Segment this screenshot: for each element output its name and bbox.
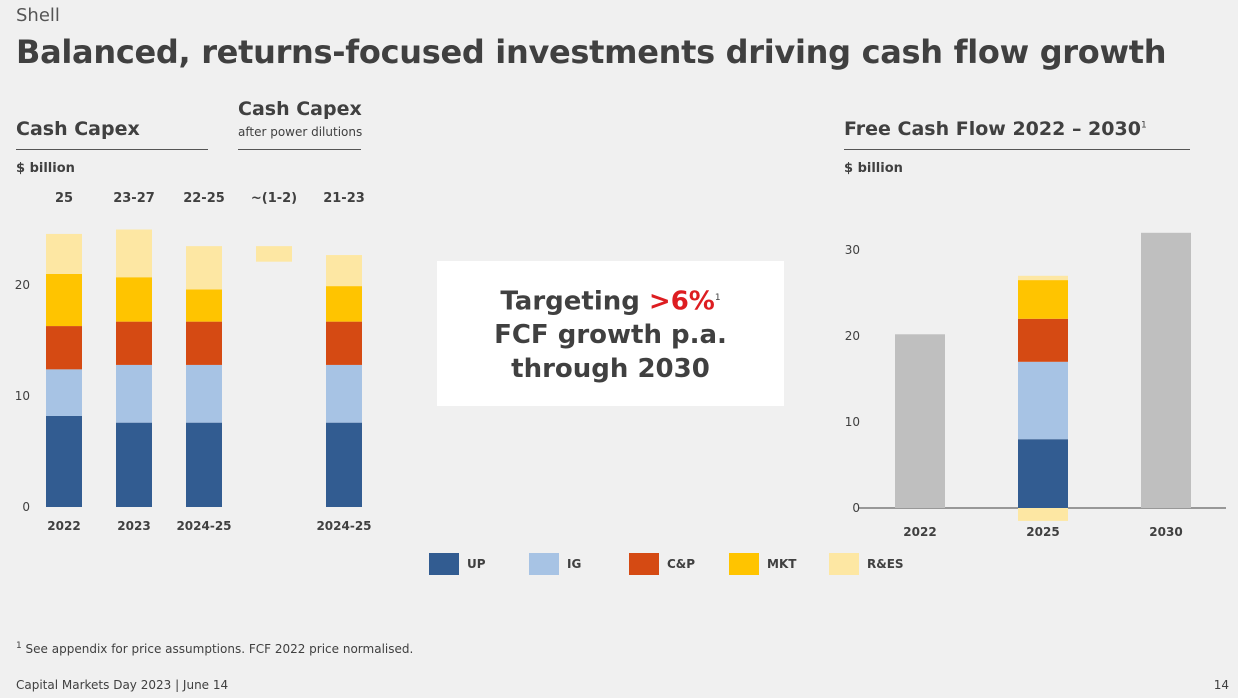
fcf-bar-total-0 bbox=[895, 334, 945, 508]
capex-bar-up-0 bbox=[46, 415, 82, 507]
legend-item-ig: IG bbox=[529, 553, 607, 575]
capex-top-label-2: 22-25 bbox=[183, 191, 225, 206]
capex-heading-rule bbox=[16, 149, 208, 150]
capex-xtick-4: 2024-25 bbox=[316, 519, 371, 533]
fcf-bar-r-es-1 bbox=[1018, 275, 1068, 281]
capex-bar-r-es-2 bbox=[186, 246, 222, 290]
capex-xtick-0: 2022 bbox=[47, 519, 80, 533]
capex-top-label-4: 21-23 bbox=[323, 191, 365, 206]
fcf-ytick-10: 10 bbox=[845, 415, 860, 429]
fcf-xtick-1: 2025 bbox=[1026, 525, 1059, 539]
footnote: 1 See appendix for price assumptions. FC… bbox=[16, 641, 413, 656]
callout-line-2: FCF growth p.a. bbox=[494, 320, 727, 351]
fcf-bar-ig-1 bbox=[1018, 361, 1068, 440]
capex-xtick-1: 2023 bbox=[117, 519, 150, 533]
callout-line-1: Targeting >6%1 bbox=[500, 281, 720, 319]
fcf-heading-rule bbox=[844, 149, 1190, 150]
capex-bar-up-2 bbox=[186, 422, 222, 507]
capex-bar-r-es-4 bbox=[326, 255, 362, 287]
legend-item-res: R&ES bbox=[829, 553, 907, 575]
fcf-xtick-0: 2022 bbox=[903, 525, 936, 539]
capex-unit: $ billion bbox=[16, 161, 75, 176]
legend-item-up: UP bbox=[429, 553, 507, 575]
legend-label-up: UP bbox=[467, 557, 486, 571]
capex-bar-ig-2 bbox=[186, 364, 222, 423]
capex-bar-c-p-0 bbox=[46, 326, 82, 370]
legend-label-ig: IG bbox=[567, 557, 582, 571]
fcf-ytick-0: 0 bbox=[852, 501, 860, 515]
capex-bar-r-es-0 bbox=[46, 233, 82, 274]
capex-top-label-1: 23-27 bbox=[113, 191, 155, 206]
footnote-text: See appendix for price assumptions. FCF … bbox=[21, 642, 414, 656]
callout-line-3: through 2030 bbox=[511, 354, 710, 385]
callout-sup: 1 bbox=[714, 292, 721, 303]
capex-bar-up-4 bbox=[326, 422, 362, 507]
brand-label: Shell bbox=[16, 5, 60, 26]
capex-bar-ig-4 bbox=[326, 364, 362, 423]
legend-swatch-up bbox=[429, 553, 459, 575]
legend-swatch-ig bbox=[529, 553, 559, 575]
legend-swatch-mkt bbox=[729, 553, 759, 575]
capex-bar-c-p-1 bbox=[116, 321, 152, 365]
capex-bar-c-p-2 bbox=[186, 321, 222, 365]
page-number: 14 bbox=[1213, 678, 1229, 692]
capex-ytick-0: 0 bbox=[22, 500, 30, 514]
capex-dilution-subheading: after power dilutions bbox=[238, 125, 363, 139]
legend-label-res: R&ES bbox=[867, 557, 904, 571]
legend-label-cp: C&P bbox=[667, 557, 696, 571]
legend-swatch-res bbox=[829, 553, 859, 575]
fcf-unit: $ billion bbox=[844, 161, 903, 176]
capex-bar-mkt-4 bbox=[326, 286, 362, 322]
fcf-growth-callout: Targeting >6%1 FCF growth p.a. through 2… bbox=[437, 261, 784, 406]
page-title: Balanced, returns-focused investments dr… bbox=[16, 33, 1167, 71]
capex-bar-ig-0 bbox=[46, 369, 82, 416]
capex-dilution-bar bbox=[256, 246, 292, 262]
capex-ytick-20: 20 bbox=[15, 278, 30, 292]
capex-xtick-2: 2024-25 bbox=[176, 519, 231, 533]
fcf-ytick-30: 30 bbox=[845, 243, 860, 257]
capex-top-label-3: ~(1-2) bbox=[251, 191, 297, 206]
callout-prefix: Targeting bbox=[500, 286, 649, 317]
chart-legend: UP IG C&P MKT R&ES bbox=[429, 553, 929, 575]
capex-bar-mkt-2 bbox=[186, 289, 222, 322]
fcf-bar-up-1 bbox=[1018, 439, 1068, 508]
fcf-ytick-20: 20 bbox=[845, 329, 860, 343]
fcf-bar-total-2 bbox=[1141, 232, 1191, 509]
legend-swatch-cp bbox=[629, 553, 659, 575]
fcf-xtick-2: 2030 bbox=[1149, 525, 1182, 539]
capex-dilution-rule bbox=[238, 149, 361, 150]
capex-top-label-0: 25 bbox=[55, 191, 73, 206]
legend-item-cp: C&P bbox=[629, 553, 707, 575]
capex-dilution-heading: Cash Capex bbox=[238, 98, 362, 120]
callout-highlight: >6% bbox=[648, 286, 715, 317]
capex-ytick-10: 10 bbox=[15, 389, 30, 403]
capex-bar-ig-1 bbox=[116, 364, 152, 423]
fcf-bar-mkt-1 bbox=[1018, 280, 1068, 319]
capex-bar-mkt-1 bbox=[116, 277, 152, 322]
capex-bar-c-p-4 bbox=[326, 321, 362, 365]
fcf-heading-text: Free Cash Flow 2022 – 2030 bbox=[844, 118, 1141, 140]
capex-bar-r-es-1 bbox=[116, 229, 152, 278]
capex-heading: Cash Capex bbox=[16, 118, 140, 140]
legend-label-mkt: MKT bbox=[767, 557, 797, 571]
footer-event: Capital Markets Day 2023 | June 14 bbox=[16, 678, 229, 692]
fcf-bar-negative-r-es bbox=[1018, 508, 1068, 521]
fcf-heading: Free Cash Flow 2022 – 20301 bbox=[844, 118, 1147, 140]
fcf-heading-sup: 1 bbox=[1140, 120, 1147, 131]
capex-bar-up-1 bbox=[116, 422, 152, 507]
capex-bar-mkt-0 bbox=[46, 273, 82, 327]
fcf-bar-c-p-1 bbox=[1018, 318, 1068, 362]
footnote-sup: 1 bbox=[16, 641, 22, 651]
legend-item-mkt: MKT bbox=[729, 553, 807, 575]
